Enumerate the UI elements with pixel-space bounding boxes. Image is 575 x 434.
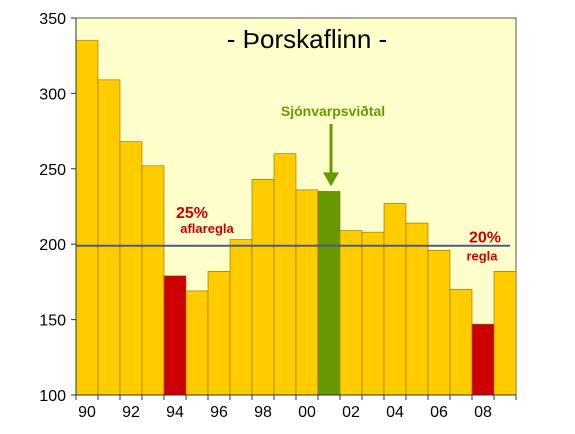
bar-1993 <box>141 165 165 396</box>
bar-2002 <box>339 230 363 396</box>
bar-2005 <box>405 222 429 396</box>
annotation-arrow-head <box>323 172 339 187</box>
y-tick-label-250: 250 <box>39 162 66 179</box>
annotation-20-percent: 20% <box>469 230 501 247</box>
bar-1995 <box>185 290 209 396</box>
bar-1990 <box>75 40 99 396</box>
x-tick-label-94: 94 <box>166 404 184 421</box>
bar-1994 <box>163 275 187 396</box>
x-tick-label-06: 06 <box>430 404 448 421</box>
annotation-25-percent: 25% <box>176 205 208 222</box>
annotation-regla: regla <box>466 249 498 264</box>
bar-2000 <box>295 189 319 396</box>
y-tick-label-150: 150 <box>39 313 66 330</box>
axes-group: 100 150 200 250 300 350 90 92 94 96 98 00 02 04 06 08 <box>39 11 517 421</box>
annotation-sjonvarpsvidtal: Sjónvarpsviðtal <box>281 103 385 119</box>
chart-title: - Þorskaflinn - <box>227 24 387 54</box>
x-tick-label-96: 96 <box>210 404 228 421</box>
y-tick-label-300: 300 <box>39 86 66 103</box>
bar-2007 <box>449 289 473 396</box>
x-tick-label-90: 90 <box>78 404 96 421</box>
bar-1992 <box>119 141 143 396</box>
x-tick-label-02: 02 <box>342 404 360 421</box>
x-tick-label-08: 08 <box>474 404 492 421</box>
bar-2003 <box>361 231 385 396</box>
bar-2008 <box>471 323 495 396</box>
annotations-group: 25%aflaregla 20% regla Sjónvarpsviðtal <box>176 103 501 264</box>
y-tick-label-100: 100 <box>39 388 66 405</box>
y-tick-label-350: 350 <box>39 11 66 28</box>
bar-1991 <box>97 79 121 396</box>
annotation-aflaregla: aflaregla <box>180 221 234 236</box>
x-tick-label-04: 04 <box>386 404 404 421</box>
x-tick-label-00: 00 <box>298 404 316 421</box>
x-tick-label-92: 92 <box>122 404 140 421</box>
bar-1999 <box>273 153 297 396</box>
x-tick-label-98: 98 <box>254 404 272 421</box>
bar-2009 <box>493 271 517 396</box>
bar-2006 <box>427 249 451 396</box>
y-tick-label-200: 200 <box>39 237 66 254</box>
bar-2004 <box>383 203 407 396</box>
bar-1997 <box>229 239 253 396</box>
bar-2001 <box>317 191 341 396</box>
bars-group <box>75 40 517 396</box>
bar-1996 <box>207 271 231 396</box>
bar-1998 <box>251 179 275 396</box>
